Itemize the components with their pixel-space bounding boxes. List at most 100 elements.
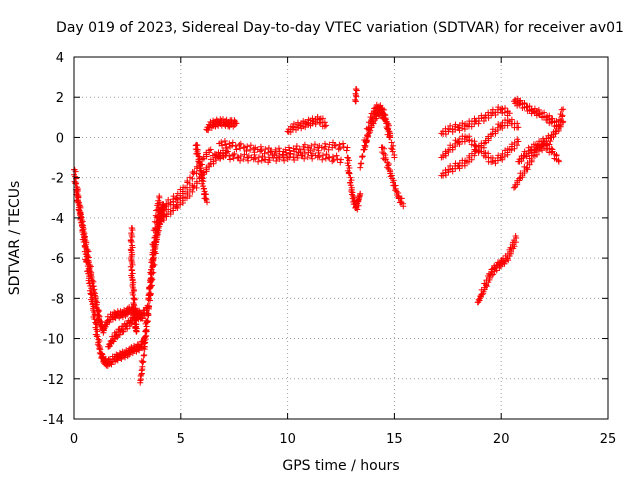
data-point [153,236,160,243]
data-point [213,116,220,123]
data-point [224,148,231,155]
data-point [366,129,373,136]
y-tick-label: -14 [43,413,64,428]
x-tick-label: 10 [279,432,296,447]
data-point [96,337,103,344]
data-point [461,138,468,145]
data-point [526,103,533,110]
data-point [160,217,167,224]
data-point [445,149,452,156]
data-point [321,140,328,147]
data-point [250,156,257,163]
data-point [273,158,280,165]
data-point [146,285,153,292]
data-point [471,138,478,145]
y-tick-label: 4 [56,51,64,66]
data-point [347,179,354,186]
y-tick-label: -8 [51,292,64,307]
data-point [129,227,136,234]
data-point [480,290,487,297]
data-point [266,157,273,164]
data-point [549,115,556,122]
data-point [131,296,138,303]
data-point [72,179,79,186]
data-point [349,189,356,196]
data-point [216,155,223,162]
data-point [141,334,148,341]
data-point [359,154,366,161]
data-point [170,207,177,214]
data-point [145,291,152,298]
data-point [478,293,485,300]
data-point [391,154,398,161]
data-point [199,174,206,181]
data-point [485,115,492,122]
data-point [475,298,482,305]
data-point [128,320,135,327]
data-point [259,153,266,160]
data-point [343,147,350,154]
data-point [294,154,301,161]
data-point [344,144,351,151]
data-point [142,333,149,340]
data-point [340,143,347,150]
data-point [105,343,112,350]
data-point [130,291,137,298]
data-point [395,190,402,197]
data-point [499,105,506,112]
data-point [468,123,475,130]
data-point [282,146,289,153]
data-point [475,146,482,153]
data-point [311,146,318,153]
data-point [93,298,100,305]
data-point [226,153,233,160]
data-point [442,131,449,138]
data-point [560,118,567,125]
data-point [337,159,344,166]
data-point [362,144,369,151]
data-point [201,185,208,192]
data-point [485,137,492,144]
data-point [378,105,385,112]
data-point [179,200,186,207]
data-point [203,153,210,160]
data-point [206,163,213,170]
data-point [265,154,272,161]
data-point [316,153,323,160]
data-point [202,195,209,202]
data-point [533,151,540,158]
data-point [150,256,157,263]
data-point [194,180,201,187]
data-point [352,98,359,105]
data-point [516,177,523,184]
x-tick-label: 0 [70,432,78,447]
data-point [255,158,262,165]
data-point [471,152,478,159]
y-axis-label: SDTVAR / TECUs [7,181,23,296]
data-point [262,146,269,153]
data-point [301,150,308,157]
data-point [232,142,239,149]
data-point [442,172,449,179]
data-point [194,148,201,155]
data-point [231,117,238,124]
data-point [95,339,102,346]
data-point [203,196,210,203]
data-point [237,157,244,164]
data-point [311,141,318,148]
data-point [335,146,342,153]
data-point [85,257,92,264]
data-point [492,130,499,137]
data-point [101,325,108,332]
data-point [203,191,210,198]
data-point [275,145,282,152]
data-point [158,218,165,225]
data-point [389,146,396,153]
data-point [140,358,147,365]
data-point [223,149,230,156]
data-point [329,158,336,165]
data-point [147,279,154,286]
data-point [77,203,84,210]
data-point [515,124,522,131]
